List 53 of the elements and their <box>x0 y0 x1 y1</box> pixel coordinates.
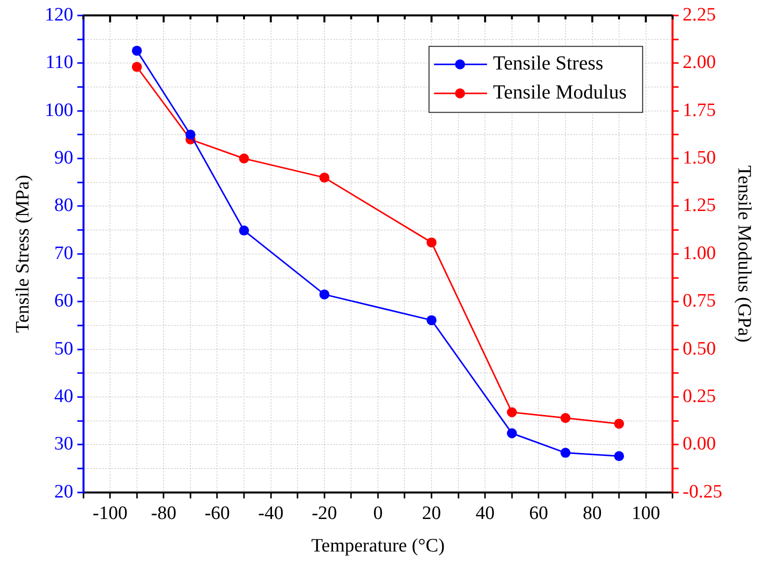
point <box>185 130 196 140</box>
y2-tick-label: -0.25 <box>682 481 722 502</box>
point <box>560 412 570 423</box>
point <box>506 428 517 438</box>
point <box>239 154 250 164</box>
y2-tick-label: 2.25 <box>682 4 716 26</box>
x-axis-title: Temperature (°C) <box>311 536 445 557</box>
y2-tick-label: 1.00 <box>682 242 716 264</box>
y2-tick-label: 1.25 <box>682 195 716 216</box>
x-tick-label: -20 <box>312 502 338 524</box>
y-tick-label: 90 <box>54 147 74 168</box>
x-tick-label: -40 <box>258 502 284 524</box>
point <box>560 448 570 458</box>
y2-tick-label: 0.75 <box>682 290 716 312</box>
y2-tick-label: 2.00 <box>682 52 716 74</box>
x-tick-label: -100 <box>92 502 128 524</box>
x-tick-label: 20 <box>422 502 442 524</box>
point <box>132 46 142 56</box>
y-tick-label: 50 <box>54 338 74 360</box>
y-tick-label: 110 <box>46 52 74 74</box>
x-tick-label: 100 <box>632 502 660 524</box>
point <box>132 62 142 72</box>
x-tick-label: -60 <box>204 502 230 524</box>
y-tick-label: 70 <box>54 242 74 264</box>
x-tick-label: 40 <box>476 502 495 524</box>
x-tick-label: 80 <box>582 502 602 524</box>
point <box>426 315 437 326</box>
x-tick-label: 0 <box>373 502 383 524</box>
y2-tick-label: 0.25 <box>682 386 716 407</box>
y-axis-title: Tensile Stress (MPa) <box>12 174 34 333</box>
y-tick-label: 40 <box>54 386 74 407</box>
point <box>614 451 624 462</box>
y2-tick-label: 1.75 <box>682 100 716 121</box>
x-tick-label: 60 <box>529 502 548 524</box>
y-tick-label: 120 <box>44 4 74 26</box>
point <box>239 226 250 236</box>
y-tick-label: 20 <box>54 481 74 502</box>
y-tick-label: 30 <box>54 434 74 455</box>
point <box>319 172 330 183</box>
y2-tick-label: 1.50 <box>682 147 716 168</box>
y-tick-label: 60 <box>54 290 74 312</box>
point <box>319 289 330 300</box>
y2-tick-label: 0.00 <box>682 434 716 455</box>
point <box>614 418 624 429</box>
legend-label: Tensile Stress <box>493 52 604 75</box>
y2-tick-label: 0.50 <box>682 338 716 360</box>
y2-axis-title: Tensile Modulus (GPa) <box>734 165 755 342</box>
legend-label: Tensile Modulus <box>493 82 627 104</box>
y-tick-label: 100 <box>44 100 74 121</box>
point <box>426 237 437 248</box>
x-tick-label: -80 <box>151 502 176 524</box>
point <box>506 407 517 418</box>
y-tick-label: 80 <box>54 195 74 216</box>
